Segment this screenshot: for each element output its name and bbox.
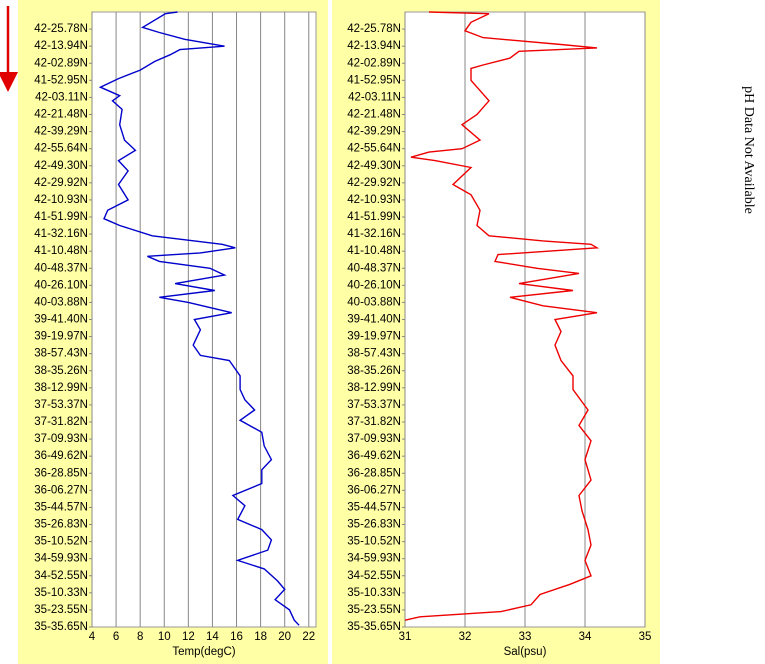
y-tick-label: 37-53.37N — [347, 399, 401, 411]
y-tick-label: 37-09.93N — [347, 433, 401, 445]
y-tick-label: 42-55.64N — [34, 143, 88, 155]
y-tick-label: 41-52.95N — [34, 74, 88, 86]
x-axis-label: Sal(psu) — [504, 646, 547, 658]
y-tick-label: 35-10.52N — [347, 536, 401, 548]
y-tick-label: 35-10.33N — [34, 587, 88, 599]
x-tick-label: 35 — [639, 631, 652, 643]
y-tick-label: 42-21.48N — [347, 109, 401, 121]
y-tick-label: 37-31.82N — [347, 416, 401, 428]
y-tick-label: 38-35.26N — [34, 365, 88, 377]
y-tick-label: 35-26.83N — [347, 519, 401, 531]
y-tick-label: 42-02.89N — [347, 57, 401, 69]
x-axis-label: Temp(degC) — [172, 646, 235, 658]
plot-area — [91, 11, 317, 628]
y-tick-label: 38-12.99N — [347, 382, 401, 394]
side-note: pH Data Not Available — [741, 86, 756, 214]
charts-layer: 4 6 8 10 12 14 16 18 20 22 42-25.78N 42-13.94N 42-02… — [18, 0, 660, 664]
y-tick-label: 35-23.55N — [34, 604, 88, 616]
x-tick-label: 8 — [137, 631, 143, 643]
y-tick-label: 42-25.78N — [347, 23, 401, 35]
x-tick-label: 20 — [278, 631, 291, 643]
y-tick-label: 42-29.92N — [347, 177, 401, 189]
x-tick-label: 12 — [182, 631, 195, 643]
x-tick-label: 18 — [254, 631, 267, 643]
y-tick-label: 34-59.93N — [347, 553, 401, 565]
y-tick-label: 36-49.62N — [347, 450, 401, 462]
y-tick-label: 37-31.82N — [34, 416, 88, 428]
x-tick-label: 34 — [579, 631, 592, 643]
y-tick-label: 41-52.95N — [347, 74, 401, 86]
y-tick-label: 42-21.48N — [34, 109, 88, 121]
x-tick-label: 22 — [302, 631, 315, 643]
y-tick-label: 42-39.29N — [34, 126, 88, 138]
y-tick-label: 40-03.88N — [347, 296, 401, 308]
y-tick-label: 36-06.27N — [347, 484, 401, 496]
y-tick-label: 42-49.30N — [34, 160, 88, 172]
y-tick-label: 38-57.43N — [34, 348, 88, 360]
y-tick-label: 41-32.16N — [34, 228, 88, 240]
y-tick-label: 42-29.92N — [34, 177, 88, 189]
y-tick-label: 36-28.85N — [34, 467, 88, 479]
y-tick-label: 35-26.83N — [34, 519, 88, 531]
y-tick-label: 34-59.93N — [34, 553, 88, 565]
y-tick-label: 39-19.97N — [347, 331, 401, 343]
y-tick-label: 38-35.26N — [347, 365, 401, 377]
y-tick-label: 41-10.48N — [34, 245, 88, 257]
y-tick-label: 40-26.10N — [34, 279, 88, 291]
y-tick-label: 41-51.99N — [34, 211, 88, 223]
y-tick-label: 35-35.65N — [34, 621, 88, 633]
y-tick-label: 41-32.16N — [347, 228, 401, 240]
x-tick-label: 14 — [206, 631, 219, 643]
x-tick-label: 16 — [230, 631, 243, 643]
y-tick-label: 36-06.27N — [34, 484, 88, 496]
y-tick-label: 42-13.94N — [34, 40, 88, 52]
y-tick-label: 42-02.89N — [34, 57, 88, 69]
x-tick-label: 31 — [399, 631, 412, 643]
y-tick-label: 39-41.40N — [34, 314, 88, 326]
y-tick-label: 36-28.85N — [347, 467, 401, 479]
y-tick-label: 38-57.43N — [347, 348, 401, 360]
y-tick-label: 42-49.30N — [347, 160, 401, 172]
y-tick-label: 42-39.29N — [347, 126, 401, 138]
y-tick-label: 38-12.99N — [34, 382, 88, 394]
x-tick-label: 6 — [113, 631, 119, 643]
y-tick-label: 35-44.57N — [34, 501, 88, 513]
data-line — [404, 11, 600, 621]
y-tick-label: 35-44.57N — [347, 501, 401, 513]
y-tick-label: 35-35.65N — [347, 621, 401, 633]
y-tick-label: 41-10.48N — [347, 245, 401, 257]
y-tick-label: 35-10.52N — [34, 536, 88, 548]
y-tick-label: 40-26.10N — [347, 279, 401, 291]
y-tick-label: 39-19.97N — [34, 331, 88, 343]
y-tick-label: 42-03.11N — [35, 91, 88, 103]
data-line — [98, 11, 300, 626]
y-tick-label: 40-48.37N — [347, 262, 401, 274]
y-tick-label: 35-10.33N — [347, 587, 401, 599]
y-tick-label: 41-51.99N — [347, 211, 401, 223]
y-tick-label: 35-23.55N — [347, 604, 401, 616]
x-tick-label: 33 — [519, 631, 532, 643]
y-tick-label: 36-49.62N — [34, 450, 88, 462]
y-tick-label: 42-55.64N — [347, 143, 401, 155]
x-tick-label: 32 — [459, 631, 472, 643]
y-tick-label: 42-10.93N — [347, 194, 401, 206]
y-tick-label: 42-13.94N — [347, 40, 401, 52]
y-tick-label: 40-03.88N — [34, 296, 88, 308]
y-tick-label: 34-52.55N — [34, 570, 88, 582]
y-tick-label: 37-53.37N — [34, 399, 88, 411]
y-tick-label: 42-03.11N — [348, 91, 401, 103]
y-tick-label: 34-52.55N — [347, 570, 401, 582]
y-tick-label: 40-48.37N — [34, 262, 88, 274]
y-tick-label: 42-10.93N — [34, 194, 88, 206]
panel: 4 6 8 10 12 14 16 18 20 22 42-25.78N 42-13.94N 42-02… — [18, 0, 328, 664]
y-tick-label: 37-09.93N — [34, 433, 88, 445]
panel: 31 32 33 34 35 42-25.78N 42-13.94N 42-02.89N 41-… — [332, 0, 660, 664]
y-tick-label: 42-25.78N — [34, 23, 88, 35]
y-tick-label: 39-41.40N — [347, 314, 401, 326]
x-tick-label: 4 — [89, 631, 96, 643]
x-tick-label: 10 — [158, 631, 171, 643]
